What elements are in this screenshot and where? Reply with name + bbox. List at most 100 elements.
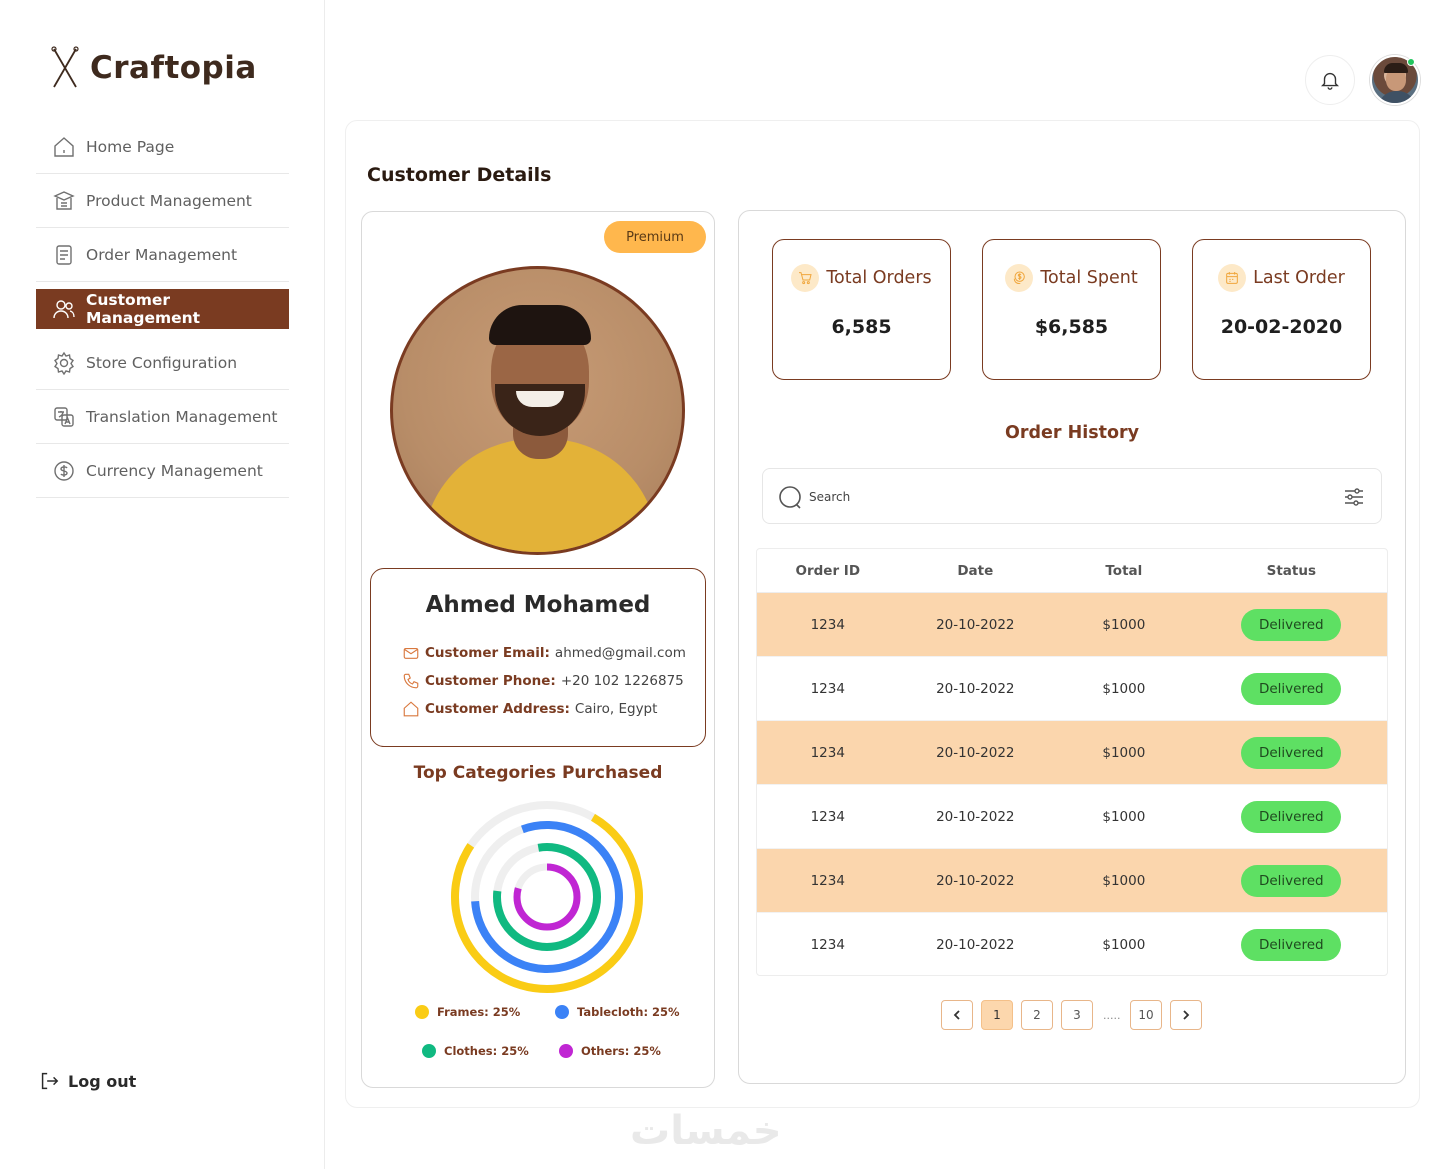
notifications-button[interactable] [1305,55,1355,105]
sidebar-item-label: Customer Management [86,291,201,327]
email-value[interactable]: ahmed@gmail.com [554,645,686,661]
order-total: $1000 [1102,872,1146,889]
table-row[interactable]: 1234 20-10-2022 $1000 Delivered [757,849,1387,913]
order-total: $1000 [1102,936,1146,953]
customer-name: Ahmed Mohamed [425,592,651,618]
premium-badge: Premium [604,221,706,253]
order-date: 20-10-2022 [936,936,1015,953]
users-icon [53,300,75,319]
user-avatar[interactable] [1370,55,1420,105]
table-row[interactable]: 1234 20-10-2022 $1000 Delivered [757,657,1387,721]
avatar-shirt [1378,91,1416,103]
email-label: Customer Email: [425,645,550,661]
home-icon [403,701,419,717]
legend-dot [559,1044,573,1058]
bell-icon [1321,72,1339,90]
sidebar-item-store-config[interactable]: Store Configuration [36,336,289,390]
stat-header: Last Order [1193,264,1370,292]
order-date: 20-10-2022 [936,744,1015,761]
status-badge: Delivered [1241,672,1342,705]
status-badge: Delivered [1241,736,1342,769]
stat-label: Last Order [1253,268,1345,288]
photo-smile [516,391,564,407]
pagination-ellipsis: ..... [1103,1009,1121,1022]
logout-button[interactable]: Log out [38,1070,136,1092]
table-row[interactable]: 1234 20-10-2022 $1000 Delivered [757,913,1387,975]
chevron-left-icon [953,1010,960,1020]
online-status-dot [1407,58,1415,66]
prev-page-button[interactable] [941,1000,973,1030]
legend-clothes: Clothes: 25% [422,1044,529,1058]
order-date: 20-10-2022 [936,872,1015,889]
search-input[interactable] [809,487,1209,507]
legend-label: Clothes: 25% [444,1044,529,1058]
order-date: 20-10-2022 [936,616,1015,633]
sidebar-item-label: Order Management [86,245,238,264]
column-total[interactable]: Total [1105,562,1143,579]
sidebar-item-translation[interactable]: Translation Management [36,390,289,444]
legend-dot [415,1005,429,1019]
address-label: Customer Address: [425,701,570,717]
table-row[interactable]: 1234 20-10-2022 $1000 Delivered [757,593,1387,657]
table-row[interactable]: 1234 20-10-2022 $1000 Delivered [757,721,1387,785]
sidebar-item-label: Product Management [86,191,252,210]
order-id: 1234 [810,680,845,697]
customer-email: Customer Email: ahmed@gmail.com [402,644,686,662]
logout-icon [41,1072,59,1090]
status-badge: Delivered [1241,608,1342,641]
translate-icon [54,406,74,427]
page-button-2[interactable]: 2 [1021,1000,1053,1030]
sidebar-item-label: Translation Management [86,407,278,426]
coins-icon [1005,264,1034,292]
legend-frames: Frames: 25% [415,1005,520,1019]
gear-icon [54,351,74,375]
avatar-hair [1384,63,1408,73]
brand-logo[interactable]: Craftopia [50,46,257,90]
stat-last-order: Last Order 20-02-2020 [1192,239,1371,380]
column-status[interactable]: Status [1266,562,1316,579]
stat-total-orders: Total Orders 6,585 [772,239,951,380]
filter-icon[interactable] [1342,485,1366,509]
stat-label: Total Spent [1040,268,1138,288]
avatar-face [1386,67,1406,91]
sidebar-item-products[interactable]: Product Management [36,174,289,228]
phone-label: Customer Phone: [425,673,556,689]
sidebar-item-orders[interactable]: Order Management [36,228,289,282]
phone-value[interactable]: +20 102 1226875 [560,673,684,689]
customer-photo [390,266,685,555]
order-total: $1000 [1102,680,1146,697]
dollar-icon [54,460,74,481]
column-order-id[interactable]: Order ID [795,562,861,579]
brand-name: Craftopia [90,50,257,86]
sidebar-item-currency[interactable]: Currency Management [36,444,289,498]
customer-info-box [370,568,706,747]
order-date: 20-10-2022 [936,808,1015,825]
crossed-needles-icon [51,46,79,88]
page-title: Customer Details [367,164,552,186]
others-ring [513,863,581,931]
cart-icon [791,264,820,292]
order-id: 1234 [810,872,845,889]
order-search-bar [762,468,1382,524]
order-total: $1000 [1102,744,1146,761]
table-row[interactable]: 1234 20-10-2022 $1000 Delivered [757,785,1387,849]
next-page-button[interactable] [1170,1000,1202,1030]
watermark: خمسات [630,1108,782,1154]
email-icon [403,647,419,659]
address-value: Cairo, Egypt [574,701,658,717]
box-icon [53,190,75,210]
calendar-icon [1218,264,1247,292]
sidebar-item-home[interactable]: Home Page [36,120,289,174]
page-button-10[interactable]: 10 [1130,1000,1162,1030]
stat-total-spent: Total Spent $6,585 [982,239,1161,380]
column-date[interactable]: Date [957,562,994,579]
page-button-3[interactable]: 3 [1061,1000,1093,1030]
order-history-table: Order ID Date Total Status 1234 20-10-20… [756,548,1388,976]
chevron-right-icon [1183,1010,1190,1020]
status-badge: Delivered [1241,864,1342,897]
sidebar-item-label: Home Page [86,137,175,156]
logout-label: Log out [68,1071,137,1091]
frames-ring [451,801,643,993]
sidebar-item-customers[interactable]: Customer Management [36,289,289,329]
page-button-1[interactable]: 1 [981,1000,1013,1030]
